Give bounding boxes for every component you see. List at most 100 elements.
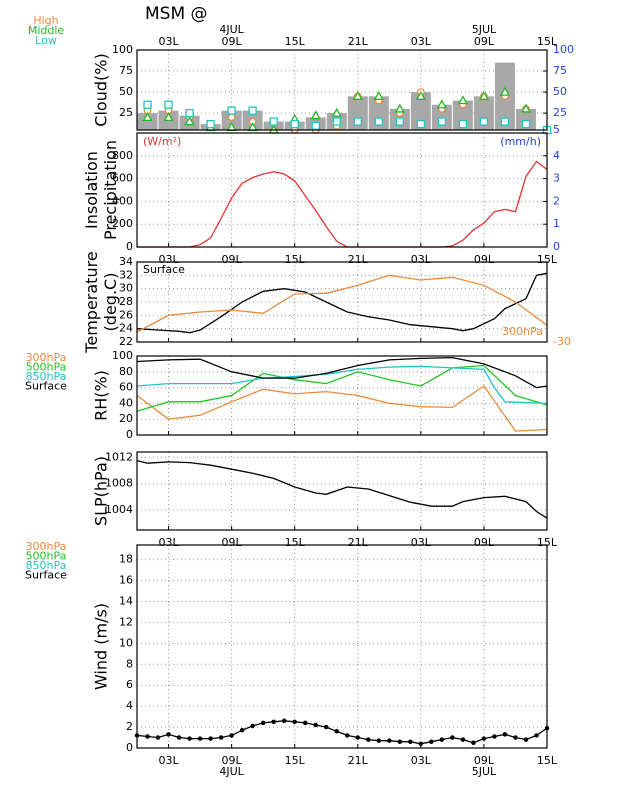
cloud-bar (347, 96, 368, 130)
legend-label: Surface (25, 569, 67, 582)
date-label: 5JUL (472, 765, 497, 778)
x-tick-label: 21L (348, 253, 369, 266)
y2-tick-label: 0 (553, 240, 560, 253)
y-tick-label: 34 (119, 255, 133, 268)
marker (332, 117, 341, 126)
series-line (136, 274, 548, 333)
x-tick-label: 15L (537, 754, 558, 767)
unit-label: (mm/h) (500, 135, 541, 148)
marker (313, 722, 318, 728)
legend-label: 850hPa (26, 559, 67, 572)
y-axis-label: Precipitation (101, 140, 120, 240)
x-tick-label: 15L (285, 253, 306, 266)
cloud-bar (410, 92, 431, 130)
marker (437, 117, 447, 126)
y-tick-label: 100 (112, 43, 133, 56)
marker (520, 103, 532, 113)
x-tick-label: 03L (158, 754, 179, 767)
marker (500, 117, 510, 126)
marker (376, 738, 382, 743)
marker (166, 732, 171, 737)
y-tick-label: 10 (119, 636, 133, 649)
marker (415, 91, 426, 100)
cloud-bar (473, 96, 494, 130)
marker (523, 737, 529, 742)
legend-label: High (33, 14, 58, 27)
y-tick-label: 400 (112, 194, 133, 207)
y2-tick-label: 3 (553, 172, 560, 185)
marker (248, 106, 257, 115)
marker (218, 735, 224, 740)
marker (353, 117, 362, 126)
y-tick-label: 30 (119, 282, 133, 295)
marker (457, 95, 469, 105)
cloud-bar (431, 104, 452, 130)
panel-frame (136, 49, 548, 131)
y-tick-label: 50 (119, 85, 133, 98)
cloud-bar (452, 100, 473, 130)
y-tick-label: 20 (119, 412, 133, 425)
y-tick-label: 800 (112, 149, 133, 162)
panel-frame (136, 132, 548, 248)
marker (269, 117, 278, 126)
y-axis-label: RH(%) (92, 370, 111, 421)
series-line (136, 272, 548, 334)
cloud-bar (137, 113, 158, 130)
marker (394, 103, 405, 113)
y-tick-label: 32 (119, 268, 133, 281)
marker (439, 737, 445, 742)
x-tick-label: 03L (158, 253, 179, 266)
marker (250, 723, 255, 729)
marker (185, 109, 194, 118)
x-tick-label: 15L (537, 536, 558, 549)
y2-tick-label: 75 (553, 64, 567, 77)
x-tick-label: 09L (474, 754, 495, 767)
y-tick-label: 0 (126, 428, 133, 441)
marker (436, 99, 447, 109)
y-tick-label: 80 (119, 365, 133, 378)
panel-frame (136, 355, 548, 436)
x-tick-label: 09L (474, 35, 495, 48)
y2-tick-label: 100 (553, 43, 574, 56)
x-tick-label: 03L (411, 754, 432, 767)
x-tick-label: 21L (348, 754, 369, 767)
y2-tick-label: 2 (553, 194, 560, 207)
legend-label: Low (35, 34, 57, 47)
marker (227, 113, 236, 122)
y-axis-label: Insolation (82, 151, 101, 229)
y-tick-label: 2 (126, 720, 133, 733)
series-line (136, 365, 548, 405)
marker (534, 733, 539, 738)
x-tick-label: 09L (222, 253, 243, 266)
series-line (136, 364, 548, 412)
y-tick-label: 40 (119, 396, 133, 409)
series-line (137, 160, 548, 248)
x-tick-label: 03L (158, 35, 179, 48)
marker (260, 720, 266, 726)
marker (292, 719, 297, 725)
y-axis-label: Temperature (82, 251, 101, 353)
y-axis-label: Cloud(%) (92, 53, 111, 126)
series-line (136, 356, 548, 389)
marker (429, 739, 434, 744)
marker (142, 112, 153, 122)
y-tick-label: 28 (119, 295, 133, 308)
y-tick-label: 14 (119, 595, 133, 608)
y-tick-label: 16 (119, 574, 133, 587)
y-tick-label: 0 (126, 741, 133, 754)
y-tick-label: 22 (119, 335, 133, 348)
legend-label: 300hPa (502, 325, 543, 338)
x-tick-label: 09L (474, 253, 495, 266)
y-tick-label: 1008 (105, 477, 133, 490)
marker (302, 720, 308, 726)
marker (481, 736, 487, 741)
series-line (136, 720, 548, 745)
unit-label: (W/m²) (143, 135, 181, 148)
marker (197, 736, 203, 741)
y-tick-label: 24 (119, 322, 133, 335)
y2-tick-label: -30 (553, 335, 571, 348)
marker (397, 739, 403, 744)
marker (155, 735, 161, 740)
x-tick-label: 15L (285, 35, 306, 48)
